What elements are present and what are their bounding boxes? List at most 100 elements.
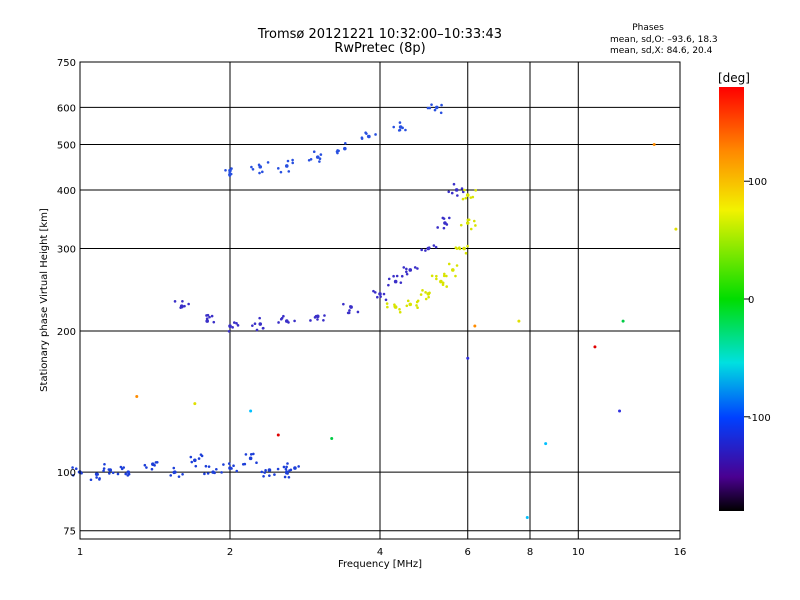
- data-point: [464, 196, 468, 200]
- grid-lines: [80, 62, 680, 539]
- data-point: [464, 251, 468, 255]
- scattered-point: [652, 143, 656, 147]
- data-point: [415, 304, 418, 307]
- data-point: [145, 466, 148, 469]
- data-point: [356, 310, 360, 314]
- data-point: [336, 151, 339, 155]
- data-point: [465, 193, 470, 197]
- colorbar-tick-label: 100: [748, 177, 767, 188]
- data-point: [430, 274, 434, 278]
- data-point: [465, 221, 470, 225]
- data-point: [455, 264, 459, 267]
- data-point: [235, 322, 238, 325]
- y-tick-label: 400: [57, 186, 76, 197]
- data-point: [433, 108, 437, 112]
- data-point: [251, 324, 254, 327]
- data-point: [376, 295, 379, 299]
- colorbar-tick-label: 0: [748, 295, 754, 306]
- data-point: [322, 318, 325, 322]
- data-point: [428, 106, 432, 110]
- data-point: [206, 472, 210, 475]
- data-point: [436, 226, 439, 229]
- data-point: [372, 289, 375, 293]
- data-point: [261, 170, 264, 174]
- y-tick-labels: 75 100 200 300 400 500 600 750: [57, 58, 76, 538]
- data-point: [397, 129, 401, 132]
- x-tick-labels: 1 2 4 6 8 10 16: [77, 547, 687, 558]
- data-point: [124, 472, 128, 476]
- y-tick-label: 75: [63, 527, 76, 538]
- data-point: [194, 464, 198, 468]
- data-point: [80, 471, 83, 475]
- data-point: [460, 187, 464, 190]
- colorbar: [719, 87, 744, 511]
- data-point: [450, 191, 454, 195]
- data-point: [366, 135, 370, 138]
- data-point: [428, 291, 431, 295]
- data-point: [212, 320, 216, 324]
- data-point: [421, 289, 424, 292]
- data-point: [74, 467, 78, 471]
- data-point: [260, 470, 264, 474]
- x-axis-label: Frequency [MHz]: [338, 559, 422, 570]
- data-point: [258, 171, 261, 175]
- data-point: [266, 161, 270, 164]
- scattered-point: [249, 409, 253, 413]
- data-point: [442, 274, 446, 278]
- phase-stats-x: mean, sd,X: 84.6, 20.4: [610, 46, 713, 56]
- colorbar-tick-label: -100: [748, 413, 771, 424]
- data-point: [262, 474, 265, 478]
- data-point: [283, 475, 287, 479]
- data-point: [181, 299, 184, 303]
- data-point: [102, 467, 106, 470]
- data-point: [452, 182, 456, 186]
- data-point: [153, 464, 156, 467]
- data-point: [402, 266, 406, 269]
- data-point: [258, 316, 261, 320]
- data-point: [264, 468, 267, 472]
- data-point: [312, 150, 316, 154]
- x-tick-label: 2: [227, 547, 233, 558]
- data-point: [287, 321, 290, 324]
- data-point: [337, 149, 340, 153]
- data-point: [349, 305, 352, 308]
- data-point: [454, 246, 458, 250]
- data-point: [434, 105, 439, 110]
- data-point: [253, 322, 257, 326]
- data-point: [454, 188, 459, 192]
- data-point: [187, 302, 190, 306]
- data-point: [435, 277, 438, 281]
- data-point: [454, 274, 457, 278]
- data-point: [382, 292, 386, 296]
- data-point: [435, 274, 438, 278]
- data-point: [398, 307, 401, 311]
- data-point: [384, 298, 388, 302]
- data-point: [261, 326, 265, 330]
- data-point: [434, 245, 438, 249]
- data-point: [103, 462, 106, 466]
- data-point: [181, 472, 184, 476]
- data-point: [180, 305, 184, 309]
- data-point: [404, 128, 407, 132]
- data-point: [285, 465, 288, 469]
- data-point: [398, 121, 402, 124]
- data-point: [426, 106, 430, 110]
- data-point: [172, 471, 176, 475]
- data-point: [258, 322, 263, 326]
- data-point: [469, 227, 473, 231]
- data-point: [458, 247, 462, 251]
- data-point: [387, 283, 390, 287]
- data-point: [215, 467, 218, 471]
- data-point: [471, 195, 475, 199]
- y-tick-label: 500: [57, 141, 76, 152]
- data-point: [236, 324, 240, 327]
- data-point: [427, 295, 430, 299]
- data-point: [416, 267, 419, 270]
- data-point: [387, 277, 391, 281]
- data-point: [318, 157, 322, 161]
- data-point: [206, 313, 210, 317]
- data-point: [405, 272, 409, 276]
- data-point: [441, 281, 445, 285]
- data-point: [427, 246, 431, 250]
- data-point: [405, 304, 409, 308]
